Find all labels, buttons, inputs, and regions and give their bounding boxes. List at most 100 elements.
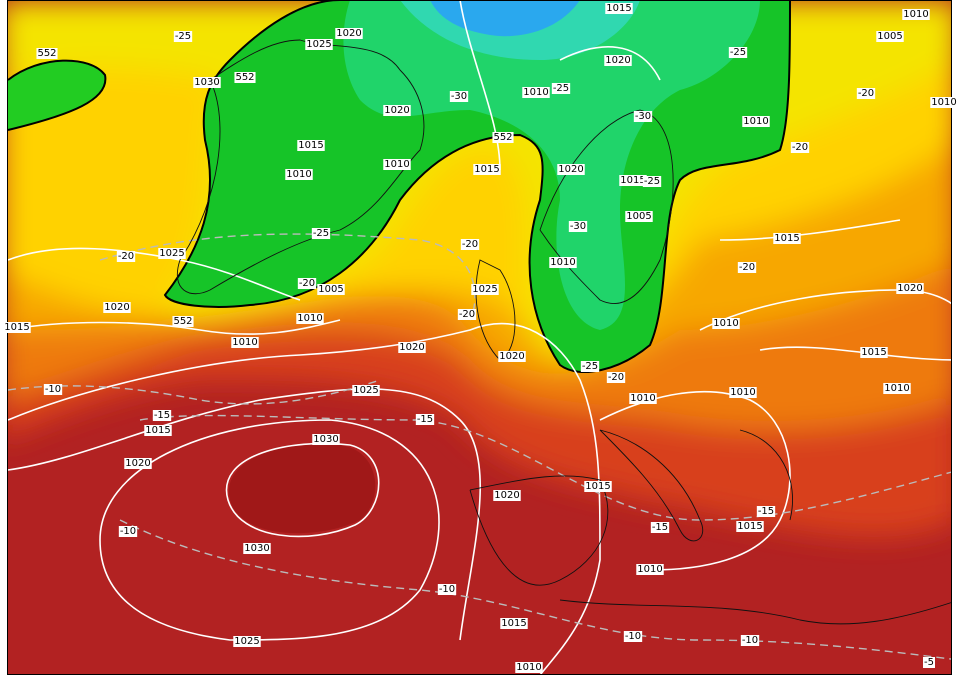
- contour-label: 1005: [318, 284, 343, 295]
- contour-label: 1010: [903, 9, 928, 20]
- label-box: [902, 9, 930, 20]
- label-box: [625, 211, 653, 222]
- label-box: [557, 164, 585, 175]
- contour-label: 1010: [630, 393, 655, 404]
- contour-label: -10: [45, 384, 61, 395]
- contour-label: -20: [858, 88, 874, 99]
- contour-label: 552: [37, 48, 56, 59]
- label-box: [756, 506, 776, 517]
- label-box: [231, 337, 259, 348]
- label-box: [493, 490, 521, 501]
- contour-label: 1015: [474, 164, 499, 175]
- contour-label: 1005: [626, 211, 651, 222]
- label-box: [737, 262, 757, 273]
- contour-label: -20: [739, 262, 755, 273]
- contour-label: 1020: [336, 28, 361, 39]
- label-box: [144, 425, 172, 436]
- label-box: [234, 72, 256, 83]
- contour-label: 1005: [877, 31, 902, 42]
- label-box: [740, 635, 760, 646]
- contour-label: -30: [635, 111, 651, 122]
- contour-labels: 1015 1010 1025 1020 -25 552 1030 552 1020 1005 -25…: [3, 3, 958, 673]
- label-box: [930, 97, 958, 108]
- label-box: [584, 481, 612, 492]
- contour-label: -25: [730, 47, 746, 58]
- high-core: [228, 444, 376, 534]
- contour-label: 1010: [286, 169, 311, 180]
- contour-label: 1025: [472, 284, 497, 295]
- label-box: [352, 385, 380, 396]
- contour-label: -15: [154, 410, 170, 421]
- contour-label: 1015: [737, 521, 762, 532]
- contour-label: -15: [758, 506, 774, 517]
- contour-label: -30: [570, 221, 586, 232]
- contour-label: -30: [451, 91, 467, 102]
- contour-label: -10: [439, 584, 455, 595]
- contour-label: -15: [652, 522, 668, 533]
- contour-label: 1010: [516, 662, 541, 673]
- label-box: [568, 221, 588, 232]
- label-box: [629, 393, 657, 404]
- label-box: [193, 77, 221, 88]
- label-box: [860, 347, 888, 358]
- label-box: [172, 316, 194, 327]
- label-box: [116, 251, 136, 262]
- label-box: [437, 584, 457, 595]
- contour-label: 1015: [861, 347, 886, 358]
- contour-label: 1020: [558, 164, 583, 175]
- label-box: [398, 342, 426, 353]
- contour-label: -25: [582, 361, 598, 372]
- contour-label: 1010: [523, 87, 548, 98]
- label-box: [173, 31, 193, 42]
- label-box: [103, 302, 131, 313]
- contour-label: -10: [120, 526, 136, 537]
- label-box: [124, 458, 152, 469]
- contour-label: 1020: [104, 302, 129, 313]
- label-box: [297, 278, 317, 289]
- 552-contour: [163, 0, 791, 373]
- contour-label: 1020: [494, 490, 519, 501]
- label-box: [650, 522, 670, 533]
- contour-label: -20: [792, 142, 808, 153]
- label-box: [856, 88, 876, 99]
- label-box: [736, 521, 764, 532]
- label-box: [623, 631, 643, 642]
- contour-label: 1025: [159, 248, 184, 259]
- label-box: [118, 526, 138, 537]
- label-box: [619, 175, 647, 186]
- label-box: [923, 657, 935, 668]
- label-box: [498, 351, 526, 362]
- isobars: [7, 0, 952, 675]
- contour-label: 1030: [194, 77, 219, 88]
- label-box: [285, 169, 313, 180]
- label-box: [415, 414, 435, 425]
- label-box: [742, 116, 770, 127]
- contour-label: 1015: [606, 3, 631, 14]
- label-box: [305, 39, 333, 50]
- label-box: [876, 31, 904, 42]
- contour-label: -5: [924, 657, 934, 668]
- contour-label: 1010: [384, 159, 409, 170]
- contour-label: 1020: [125, 458, 150, 469]
- label-box: [551, 83, 571, 94]
- label-box: [36, 48, 58, 59]
- teal-region: [343, 0, 760, 330]
- contour-label: 552: [235, 72, 254, 83]
- label-box: [728, 47, 748, 58]
- contour-label: -20: [462, 239, 478, 250]
- contour-label: 1010: [884, 383, 909, 394]
- label-box: [233, 636, 261, 647]
- label-box: [3, 322, 31, 333]
- contour-label: 1010: [743, 116, 768, 127]
- contour-label: 1010: [637, 564, 662, 575]
- contour-label: -20: [459, 309, 475, 320]
- label-box: [606, 372, 626, 383]
- label-box: [492, 132, 514, 143]
- label-box: [311, 228, 331, 239]
- label-box: [460, 239, 480, 250]
- label-box: [317, 284, 345, 295]
- contour-label: -10: [625, 631, 641, 642]
- contour-label: 1015: [298, 140, 323, 151]
- label-box: [43, 384, 63, 395]
